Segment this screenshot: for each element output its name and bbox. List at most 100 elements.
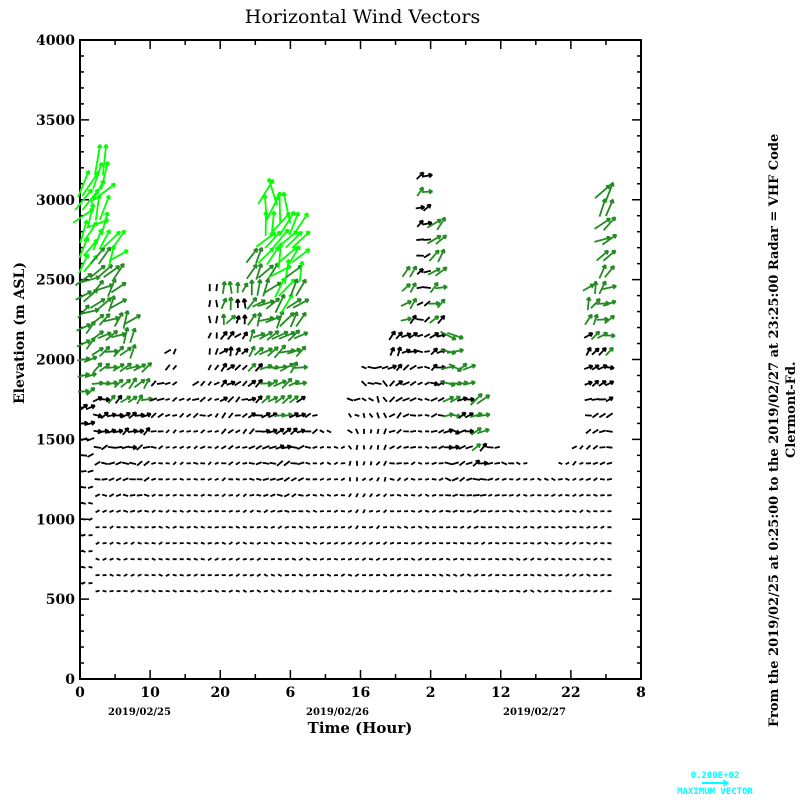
wind-vector (242, 525, 247, 529)
wind-vector (523, 493, 528, 497)
wind-vector (296, 428, 306, 434)
wind-vector (136, 444, 144, 451)
wind-vector (435, 284, 448, 290)
wind-vector (360, 380, 368, 387)
wind-vector (551, 541, 556, 545)
wind-vector (423, 286, 431, 289)
wind-vector (326, 541, 332, 545)
wind-vector (383, 460, 388, 467)
wind-vector (95, 557, 100, 561)
wind-vector (509, 557, 514, 561)
wind-vector (295, 278, 307, 297)
wind-vector (179, 412, 185, 419)
wind-vector (594, 217, 612, 230)
wind-vector (417, 589, 423, 593)
wind-vector (228, 573, 233, 577)
wind-vector (235, 478, 240, 481)
wind-vector (382, 509, 388, 514)
wind-vector (150, 412, 157, 419)
wind-vector (295, 412, 307, 418)
wind-vector (256, 278, 263, 296)
wind-vector (319, 510, 325, 513)
wind-vector (270, 589, 276, 593)
wind-vector (593, 510, 598, 513)
wind-vector (115, 477, 122, 482)
wind-vector (495, 542, 500, 545)
wind-vector (544, 589, 549, 593)
wind-vector (247, 412, 257, 419)
wind-vector (84, 371, 97, 379)
wind-vector (242, 462, 248, 465)
wind-vector (165, 558, 170, 561)
wind-vector (249, 509, 255, 514)
wind-vector (281, 191, 292, 224)
wind-vector (584, 380, 593, 386)
wind-vector (193, 445, 198, 450)
wind-vector (423, 252, 431, 259)
wind-vector (172, 364, 178, 371)
wind-vector (572, 573, 577, 577)
wind-vector (112, 363, 125, 372)
wind-vector (108, 477, 115, 482)
wind-vector (247, 362, 257, 372)
wind-vector (558, 573, 563, 577)
wind-vector (234, 380, 242, 387)
wind-vector (416, 219, 424, 228)
wind-vector (214, 445, 220, 450)
wind-vector (158, 573, 163, 577)
wind-vector (383, 412, 388, 419)
wind-vector (436, 298, 446, 309)
wind-vector (220, 297, 228, 310)
wind-vector (438, 573, 444, 577)
wind-vector (593, 493, 598, 497)
wind-vector (367, 382, 375, 385)
wind-vector (333, 589, 339, 593)
wind-vector (530, 557, 535, 561)
wind-vector (383, 428, 387, 435)
wind-vector (368, 509, 374, 513)
wind-vector (401, 265, 411, 278)
wind-vector (242, 446, 248, 449)
wind-vector (144, 509, 149, 513)
wind-vector (515, 477, 521, 482)
wind-vector (367, 365, 375, 370)
wind-vector (369, 461, 373, 466)
wind-vector (438, 557, 444, 561)
wind-vector (193, 430, 199, 433)
wind-vector (319, 429, 325, 434)
wind-vector (108, 461, 116, 466)
wind-vector (362, 412, 366, 418)
wind-vector (416, 171, 425, 180)
wind-vector (473, 525, 479, 529)
wind-vector (472, 477, 481, 481)
wind-vector (486, 446, 494, 449)
wind-vector (347, 509, 353, 513)
wind-vector (591, 412, 599, 419)
wind-vector (583, 332, 594, 339)
wind-vector (347, 573, 353, 577)
wind-vector (388, 330, 396, 341)
wind-vector (537, 477, 542, 481)
wind-vector (102, 143, 109, 176)
wind-vector (102, 230, 121, 249)
wind-vector (296, 395, 306, 403)
wind-vector (333, 526, 339, 529)
wind-vector (179, 509, 184, 513)
wind-vector (585, 428, 592, 435)
wind-vector (376, 395, 380, 403)
wind-vector (256, 510, 261, 513)
wind-vector (389, 541, 395, 545)
wind-vector (141, 361, 153, 373)
wind-vector (326, 461, 332, 466)
wind-vector (207, 430, 213, 433)
wind-vector (94, 493, 101, 498)
wind-vector (109, 557, 114, 561)
wind-vector (208, 300, 212, 308)
wind-vector (221, 493, 226, 498)
wind-vector (340, 510, 346, 513)
wind-vector (423, 316, 431, 323)
wind-vector (457, 362, 468, 373)
y-tick-label: 500 (46, 592, 75, 608)
wind-vector (429, 315, 440, 324)
wind-vector (92, 362, 103, 373)
